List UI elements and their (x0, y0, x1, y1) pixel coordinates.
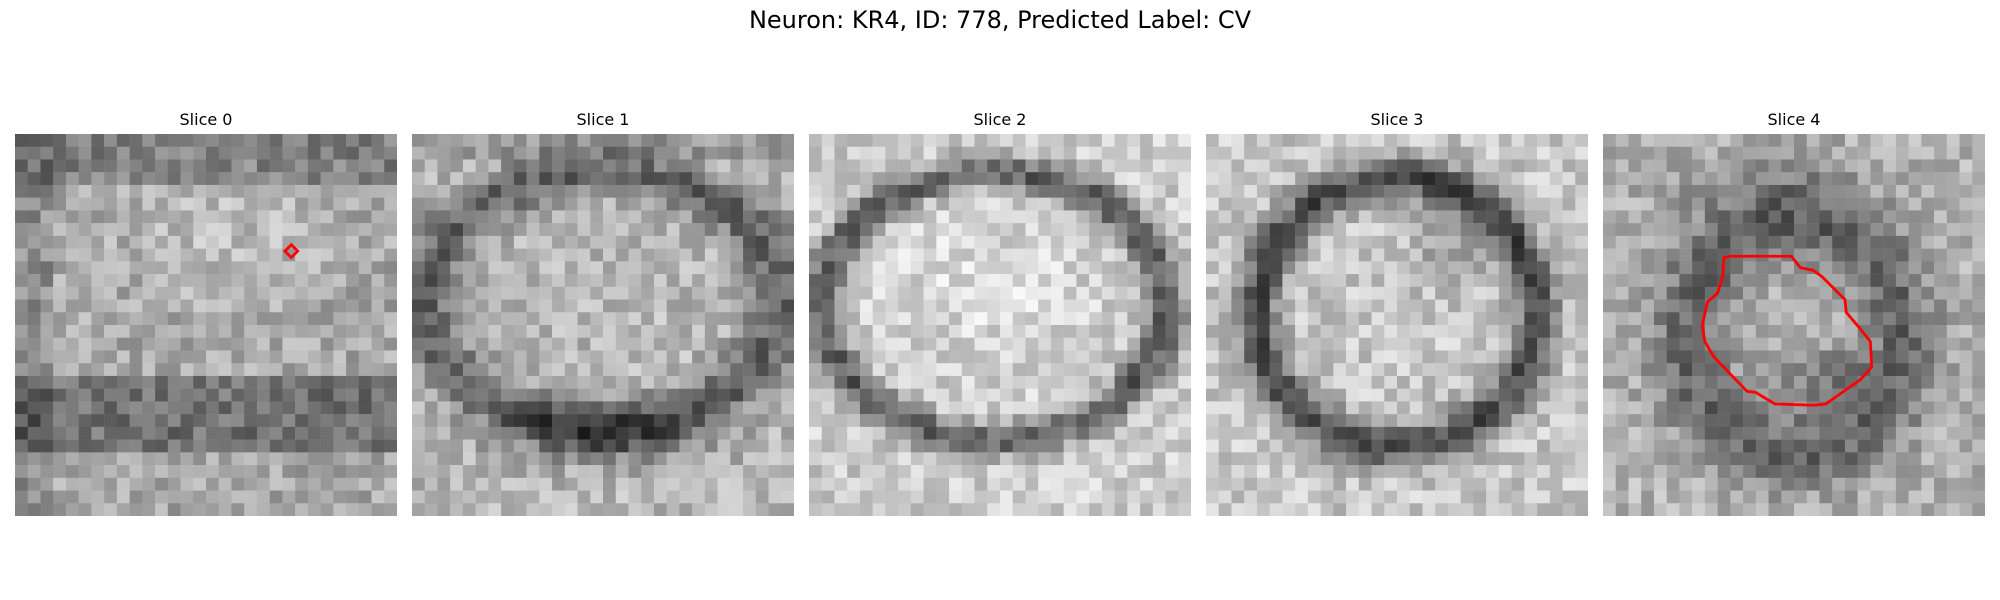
slice-title-2: Slice 2 (973, 110, 1027, 129)
slice-panel-0: Slice 0 (15, 108, 397, 516)
slice-panel-2: Slice 2 (809, 108, 1191, 516)
slice-title-4: Slice 4 (1767, 110, 1821, 129)
marker-point (282, 242, 300, 260)
slice-title-1: Slice 1 (576, 110, 630, 129)
slice-panel-4: Slice 4 (1603, 108, 1985, 516)
slice-image-4 (1603, 134, 1985, 516)
slice-image-3 (1206, 134, 1588, 516)
slice-panel-1: Slice 1 (412, 108, 794, 516)
slice-image-2 (809, 134, 1191, 516)
slice-image-0 (15, 134, 397, 516)
slice-title-0: Slice 0 (179, 110, 233, 129)
slice-title-3: Slice 3 (1370, 110, 1424, 129)
segmentation-contour (1700, 254, 1874, 407)
slice-panel-3: Slice 3 (1206, 108, 1588, 516)
slice-image-1 (412, 134, 794, 516)
figure-title: Neuron: KR4, ID: 778, Predicted Label: C… (748, 6, 1252, 34)
